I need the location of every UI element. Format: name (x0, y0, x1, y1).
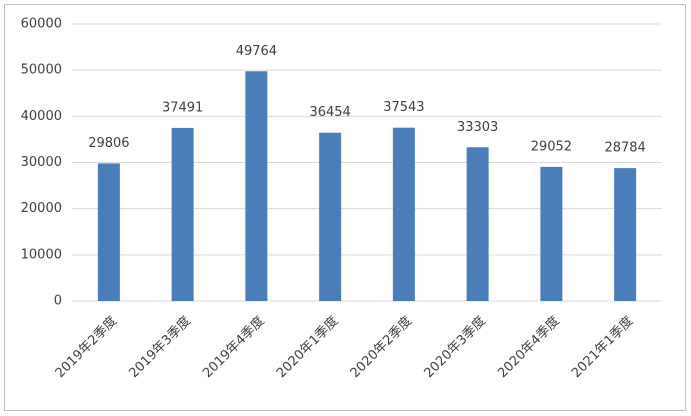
data-label: 36454 (309, 105, 350, 120)
bar (540, 166, 563, 301)
bar (171, 127, 194, 301)
bar (466, 147, 489, 301)
bar (319, 132, 342, 301)
data-label: 28784 (604, 141, 645, 156)
y-tick-label: 40000 (21, 109, 62, 124)
data-label: 49764 (236, 44, 277, 59)
y-tick-label: 20000 (21, 201, 62, 216)
data-label: 29806 (88, 136, 129, 151)
y-tick-label: 50000 (21, 63, 62, 78)
bar (245, 71, 268, 302)
data-label: 29052 (531, 139, 572, 154)
bar (392, 127, 415, 301)
data-label: 37491 (162, 100, 203, 115)
data-label: 33303 (457, 120, 498, 135)
data-label: 37543 (383, 100, 424, 115)
bar (614, 168, 637, 301)
y-tick-label: 0 (54, 294, 62, 309)
y-tick-label: 10000 (21, 247, 62, 262)
y-tick-label: 30000 (21, 155, 62, 170)
y-tick-label: 60000 (21, 17, 62, 32)
bar (97, 163, 120, 301)
